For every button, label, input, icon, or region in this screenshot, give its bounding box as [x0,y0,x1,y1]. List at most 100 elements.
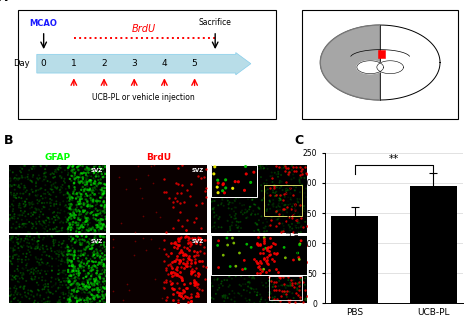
Point [35,187,42,192]
Point [71,187,79,192]
Point [40,296,48,301]
Point [7,238,15,243]
Point [183,260,191,265]
Point [221,173,229,178]
Point [75,238,83,243]
Point [88,246,95,252]
Point [81,222,88,227]
Point [20,163,28,168]
Point [67,283,75,289]
Point [190,277,198,283]
Point [254,264,262,270]
Point [228,206,235,211]
Point [253,270,260,275]
Point [78,241,86,246]
Point [86,220,94,225]
Point [191,279,199,284]
Point [226,283,234,288]
Point [97,217,104,222]
Point [59,276,66,281]
Point [6,168,14,173]
Point [46,201,53,206]
Point [56,162,63,167]
Point [80,246,88,251]
Point [7,273,15,278]
Point [295,257,303,262]
Point [57,187,64,192]
Point [234,175,242,180]
Point [76,237,83,242]
Point [294,251,301,256]
Point [71,241,78,246]
Point [94,278,102,283]
Point [40,177,48,182]
Point [258,263,266,268]
Point [83,179,91,185]
Point [87,292,95,297]
Point [41,167,49,172]
Point [176,257,184,262]
Point [58,170,66,175]
Point [20,251,27,256]
Point [34,198,41,203]
Point [94,213,101,218]
Point [74,256,82,261]
Point [233,270,241,275]
Point [101,279,109,284]
Point [231,198,238,203]
Point [212,264,219,269]
Point [88,269,95,274]
Point [281,289,288,295]
Point [175,290,183,295]
Point [211,220,219,225]
Point [294,200,302,205]
Point [55,268,63,273]
Point [75,179,82,185]
Point [149,180,157,185]
Point [275,169,282,174]
Point [245,175,253,180]
Point [52,167,60,173]
Point [38,206,46,211]
Point [295,244,302,249]
Point [58,270,66,275]
Point [197,237,204,242]
Point [81,183,89,188]
Point [56,200,64,205]
Point [77,251,85,256]
Point [234,179,242,184]
Point [237,219,244,224]
Point [68,225,75,230]
Point [302,298,310,303]
Point [63,300,70,305]
Point [277,253,285,258]
Point [228,255,236,260]
Point [218,201,226,206]
Point [88,169,96,174]
Point [70,288,78,293]
Point [71,173,79,178]
Point [224,261,232,266]
Point [82,284,89,289]
Point [269,264,277,269]
Point [87,257,94,262]
Point [55,264,62,269]
Point [8,215,15,220]
Point [36,260,43,265]
Point [66,206,73,211]
Point [33,222,40,227]
Point [276,278,283,283]
Point [88,200,95,205]
Point [249,179,256,184]
Point [68,213,76,218]
Point [290,201,297,206]
Point [273,234,281,239]
Point [96,281,103,286]
Point [78,242,85,247]
Point [6,237,14,242]
Point [201,276,208,282]
Point [210,167,218,172]
Point [147,236,154,241]
Point [49,210,57,216]
Point [82,286,90,291]
